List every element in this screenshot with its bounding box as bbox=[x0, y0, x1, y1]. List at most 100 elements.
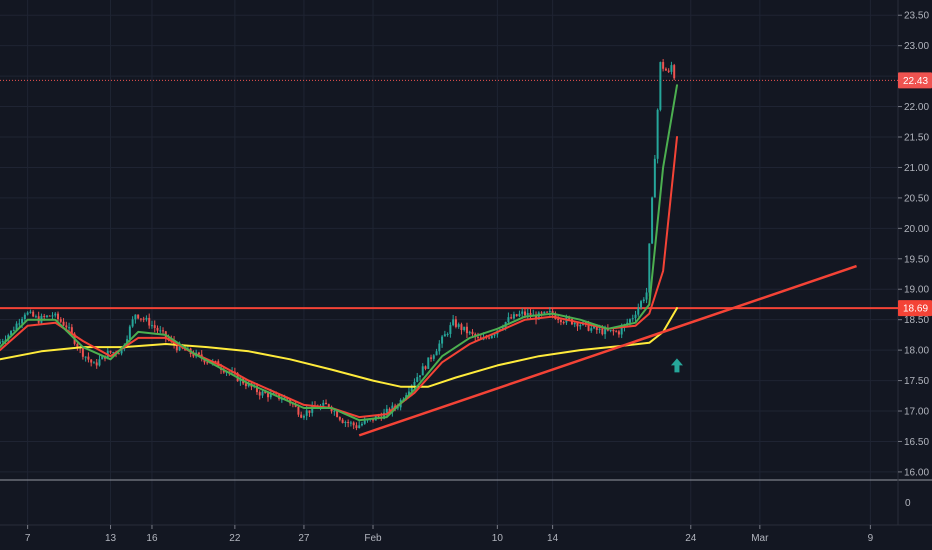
candle[interactable] bbox=[463, 326, 466, 332]
candle[interactable] bbox=[139, 318, 142, 322]
candle[interactable] bbox=[12, 326, 15, 332]
candle[interactable] bbox=[637, 303, 640, 317]
candle[interactable] bbox=[645, 287, 648, 304]
candle[interactable] bbox=[363, 417, 366, 425]
candle[interactable] bbox=[150, 320, 153, 329]
candle[interactable] bbox=[109, 350, 112, 354]
candle[interactable] bbox=[432, 354, 435, 362]
candle[interactable] bbox=[54, 312, 57, 318]
candle[interactable] bbox=[84, 356, 87, 362]
price-axis[interactable]: 23.5023.0022.5022.0021.5021.0020.5020.00… bbox=[898, 11, 929, 479]
candle[interactable] bbox=[656, 108, 659, 164]
candle[interactable] bbox=[468, 330, 471, 335]
candle[interactable] bbox=[352, 421, 355, 430]
candle[interactable] bbox=[68, 322, 71, 332]
candle[interactable] bbox=[460, 322, 463, 335]
candle[interactable] bbox=[640, 299, 643, 310]
candle[interactable] bbox=[153, 320, 156, 333]
candle[interactable] bbox=[360, 421, 363, 427]
candle[interactable] bbox=[559, 318, 562, 326]
candle[interactable] bbox=[349, 420, 352, 427]
candle[interactable] bbox=[90, 358, 93, 367]
candle[interactable] bbox=[338, 416, 341, 422]
candle[interactable] bbox=[244, 378, 247, 390]
candle[interactable] bbox=[612, 328, 615, 336]
candle[interactable] bbox=[32, 310, 35, 318]
candle[interactable] bbox=[435, 348, 438, 356]
candle[interactable] bbox=[628, 318, 631, 327]
candle[interactable] bbox=[51, 312, 54, 320]
candle[interactable] bbox=[322, 399, 325, 407]
candle[interactable] bbox=[23, 312, 26, 322]
candle[interactable] bbox=[609, 329, 612, 333]
candle[interactable] bbox=[34, 314, 37, 319]
candle[interactable] bbox=[302, 414, 305, 420]
candle[interactable] bbox=[631, 314, 634, 322]
candle[interactable] bbox=[662, 59, 665, 72]
candle[interactable] bbox=[159, 325, 162, 334]
candle[interactable] bbox=[457, 322, 460, 329]
candle[interactable] bbox=[358, 421, 361, 429]
candle[interactable] bbox=[507, 312, 510, 325]
candle[interactable] bbox=[98, 355, 101, 367]
candle[interactable] bbox=[137, 314, 140, 320]
candle[interactable] bbox=[546, 311, 549, 313]
candle[interactable] bbox=[590, 325, 593, 333]
candle[interactable] bbox=[642, 297, 645, 304]
candle[interactable] bbox=[148, 313, 151, 329]
candle[interactable] bbox=[443, 330, 446, 337]
candle[interactable] bbox=[615, 329, 618, 333]
candle[interactable] bbox=[557, 315, 560, 324]
candle[interactable] bbox=[87, 352, 90, 363]
candle[interactable] bbox=[634, 310, 637, 323]
candle[interactable] bbox=[673, 63, 676, 81]
candle[interactable] bbox=[92, 361, 95, 364]
candle[interactable] bbox=[134, 314, 137, 324]
candle[interactable] bbox=[76, 341, 79, 351]
candle[interactable] bbox=[142, 316, 145, 323]
candle[interactable] bbox=[651, 196, 654, 245]
candle[interactable] bbox=[452, 314, 455, 327]
candle[interactable] bbox=[26, 311, 29, 316]
candle[interactable] bbox=[117, 352, 120, 355]
drawings[interactable] bbox=[0, 79, 898, 310]
candle[interactable] bbox=[308, 410, 311, 417]
candle[interactable] bbox=[424, 365, 427, 371]
candle[interactable] bbox=[355, 422, 358, 431]
candle[interactable] bbox=[667, 68, 670, 74]
candle[interactable] bbox=[95, 359, 98, 369]
candle[interactable] bbox=[670, 61, 673, 75]
candle[interactable] bbox=[300, 411, 303, 419]
candle[interactable] bbox=[258, 390, 261, 400]
candle[interactable] bbox=[579, 323, 582, 330]
candle[interactable] bbox=[521, 308, 524, 319]
candle[interactable] bbox=[430, 354, 433, 362]
trend-drawings[interactable] bbox=[358, 264, 857, 437]
candle[interactable] bbox=[0, 338, 1, 345]
candle[interactable] bbox=[341, 418, 344, 424]
candle[interactable] bbox=[515, 313, 518, 317]
candle[interactable] bbox=[427, 357, 430, 369]
candle[interactable] bbox=[617, 329, 620, 338]
candle[interactable] bbox=[576, 321, 579, 331]
candle[interactable] bbox=[418, 375, 421, 381]
candle[interactable] bbox=[15, 321, 18, 331]
candle[interactable] bbox=[465, 322, 468, 339]
candle[interactable] bbox=[48, 315, 51, 317]
candle[interactable] bbox=[446, 332, 449, 337]
trend-line[interactable] bbox=[358, 264, 857, 437]
candle[interactable] bbox=[62, 318, 65, 327]
candle[interactable] bbox=[653, 154, 656, 198]
candle[interactable] bbox=[490, 334, 493, 339]
candle[interactable] bbox=[529, 308, 532, 320]
candle[interactable] bbox=[512, 311, 515, 320]
candle[interactable] bbox=[441, 335, 444, 348]
candle[interactable] bbox=[131, 316, 134, 328]
candle[interactable] bbox=[59, 317, 62, 324]
candle[interactable] bbox=[664, 67, 667, 71]
candle[interactable] bbox=[438, 340, 441, 355]
candle[interactable] bbox=[81, 346, 84, 360]
candle[interactable] bbox=[325, 399, 328, 405]
candle[interactable] bbox=[145, 315, 148, 322]
